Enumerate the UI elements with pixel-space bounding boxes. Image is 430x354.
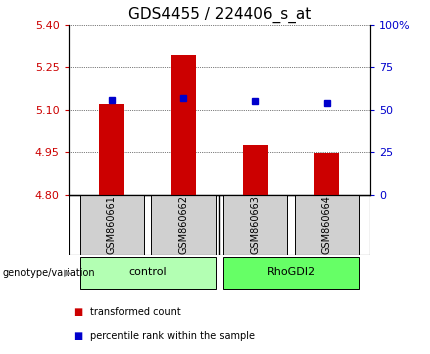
Text: genotype/variation: genotype/variation [2,268,95,278]
Text: GSM860664: GSM860664 [322,195,332,254]
Text: ■: ■ [73,331,83,341]
Text: GSM860663: GSM860663 [250,195,260,254]
Bar [243,145,267,195]
Text: GSM860662: GSM860662 [178,195,188,254]
Text: transformed count: transformed count [90,307,181,316]
Bar [295,195,359,255]
Bar [314,153,339,195]
Text: percentile rank within the sample: percentile rank within the sample [90,331,255,341]
Bar [171,55,196,195]
Text: ▶: ▶ [64,268,71,278]
Text: ■: ■ [73,307,83,316]
Bar [223,195,287,255]
Text: RhoGDI2: RhoGDI2 [267,267,316,277]
Text: control: control [128,267,167,277]
Bar [80,257,216,289]
Bar [99,104,124,195]
Title: GDS4455 / 224406_s_at: GDS4455 / 224406_s_at [128,7,311,23]
Bar [151,195,216,255]
Bar [223,257,359,289]
Bar [80,195,144,255]
Text: GSM860661: GSM860661 [107,195,117,254]
